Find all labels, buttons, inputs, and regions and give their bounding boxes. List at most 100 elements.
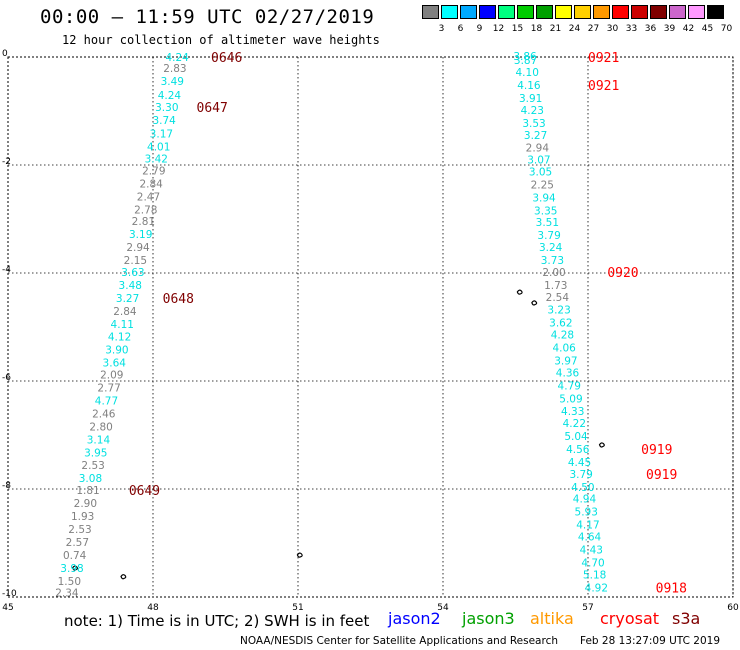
- legend-label: 70: [720, 24, 733, 34]
- wave-height-label: 4.50: [571, 482, 594, 494]
- island-shape: [516, 289, 523, 295]
- lon-tick-label: 45: [2, 603, 13, 613]
- wave-height-label: 3.74: [152, 115, 176, 127]
- footer-note: note: 1) Time is in UTC; 2) SWH is in fe…: [64, 612, 370, 630]
- credit-text: NOAA/NESDIS Center for Satellite Applica…: [240, 635, 558, 647]
- island-shape: [531, 300, 538, 306]
- wave-height-label: 3.87: [514, 55, 537, 67]
- wave-height-label: 3.73: [541, 255, 564, 267]
- wave-height-label: 4.94: [573, 494, 597, 506]
- wave-height-label: 3.24: [539, 242, 563, 254]
- map-frame: [7, 56, 734, 598]
- wave-height-label: 3.30: [155, 102, 178, 114]
- legend-label: 18: [530, 24, 543, 34]
- legend-label: 21: [549, 24, 562, 34]
- wave-height-label: 3.35: [534, 205, 557, 217]
- wave-height-label: 3.27: [524, 130, 547, 142]
- legend-label: 30: [606, 24, 619, 34]
- wave-height-label: 3.51: [536, 217, 559, 229]
- pass-time-label: 0920: [607, 266, 638, 281]
- wave-height-label: 2.15: [124, 255, 147, 267]
- generated-timestamp: Feb 28 13:27:09 UTC 2019: [580, 635, 720, 647]
- map-subtitle: 12 hour collection of altimeter wave hei…: [62, 33, 380, 47]
- wave-height-label: 0.74: [63, 550, 87, 562]
- wave-height-label: 2.53: [68, 524, 91, 536]
- wave-height-label: 2.09: [100, 370, 123, 382]
- legend-swatch: [574, 5, 591, 19]
- wave-height-label: 2.78: [134, 204, 157, 216]
- wave-height-label: 4.28: [551, 330, 574, 342]
- wave-height-label: 3.97: [554, 355, 577, 367]
- wave-height-label: 3.79: [569, 469, 592, 481]
- wave-height-label: 3.63: [121, 267, 144, 279]
- wave-height-label: 4.06: [552, 343, 576, 355]
- satellite-cryosat: cryosat: [600, 609, 660, 628]
- legend-swatch: [479, 5, 496, 19]
- wave-height-label: 2.84: [113, 306, 137, 318]
- wave-height-label: 4.33: [561, 406, 584, 418]
- wave-height-label: 2.81: [132, 216, 155, 228]
- wave-height-label: 3.95: [84, 447, 107, 459]
- wave-height-label: 3.48: [119, 280, 142, 292]
- legend-swatch: [422, 5, 439, 19]
- wave-height-label: 5.09: [559, 393, 582, 405]
- wave-height-label: 2.84: [139, 178, 163, 190]
- wave-height-label: 4.16: [517, 80, 541, 92]
- legend-label: 24: [568, 24, 581, 34]
- wave-height-label: 4.17: [576, 520, 599, 532]
- wave-height-label: 1.81: [76, 485, 99, 497]
- wave-height-label: 3.08: [79, 473, 102, 485]
- lon-tick-label: 54: [437, 603, 449, 613]
- wave-height-label: 1.50: [58, 576, 81, 588]
- wave-height-label: 3.64: [103, 358, 127, 370]
- pass-time-label: 0919: [641, 443, 672, 458]
- satellite-jason3: jason3: [462, 609, 515, 628]
- legend-label: 36: [644, 24, 657, 34]
- wave-height-label: 3.49: [161, 76, 184, 88]
- wave-height-label: 4.22: [563, 418, 586, 430]
- wave-height-label: 1.73: [544, 280, 567, 292]
- wave-height-label: 4.23: [521, 105, 544, 117]
- satellite-s3a: s3a: [672, 609, 701, 628]
- wave-height-label: 3.42: [145, 154, 168, 166]
- legend-label: 33: [625, 24, 638, 34]
- wave-height-label: 5.04: [564, 431, 588, 443]
- pass-time-label: 0918: [656, 581, 687, 596]
- wave-height-label: 3.90: [105, 345, 128, 357]
- legend-label: 15: [511, 24, 524, 34]
- legend-swatch: [441, 5, 458, 19]
- wave-height-label: 1.93: [71, 511, 94, 523]
- wave-height-label: 2.46: [92, 408, 116, 420]
- wave-height-label: 3.05: [529, 166, 552, 178]
- wave-height-label: 3.07: [527, 155, 550, 167]
- legend-label: 9: [476, 24, 483, 34]
- wave-height-label: 4.79: [558, 380, 581, 392]
- island-shape: [598, 442, 605, 448]
- wave-height-label: 4.24: [158, 90, 182, 102]
- wave-height-label: 4.64: [578, 532, 602, 544]
- wave-height-label: 3.79: [537, 230, 560, 242]
- legend-label: 12: [492, 24, 505, 34]
- wave-height-label: 2.53: [81, 460, 104, 472]
- wave-height-label: 4.10: [516, 67, 539, 79]
- lat-tick-label: -8: [2, 481, 11, 491]
- wave-height-label: 2.79: [142, 165, 165, 177]
- pass-time-label: 0921: [588, 51, 619, 66]
- wave-height-label: 2.80: [89, 421, 112, 433]
- legend-swatch: [593, 5, 610, 19]
- pass-time-label: 0921: [588, 79, 619, 94]
- wave-height-label: 5.93: [575, 507, 598, 519]
- wave-height-label: 2.90: [74, 498, 97, 510]
- lat-tick-label: -6: [2, 373, 11, 383]
- wave-height-label: 4.77: [95, 395, 118, 407]
- lat-tick-label: -2: [2, 157, 11, 167]
- legend-swatch: [460, 5, 477, 19]
- lon-tick-label: 57: [582, 603, 593, 613]
- wave-height-label: 2.57: [66, 537, 89, 549]
- wave-height-label: 2.00: [542, 267, 565, 279]
- legend-swatch: [555, 5, 572, 19]
- lat-tick-label: 0: [2, 49, 8, 59]
- island-shape: [120, 574, 127, 580]
- lon-tick-label: 48: [147, 603, 159, 613]
- wave-height-label: 4.11: [111, 319, 134, 331]
